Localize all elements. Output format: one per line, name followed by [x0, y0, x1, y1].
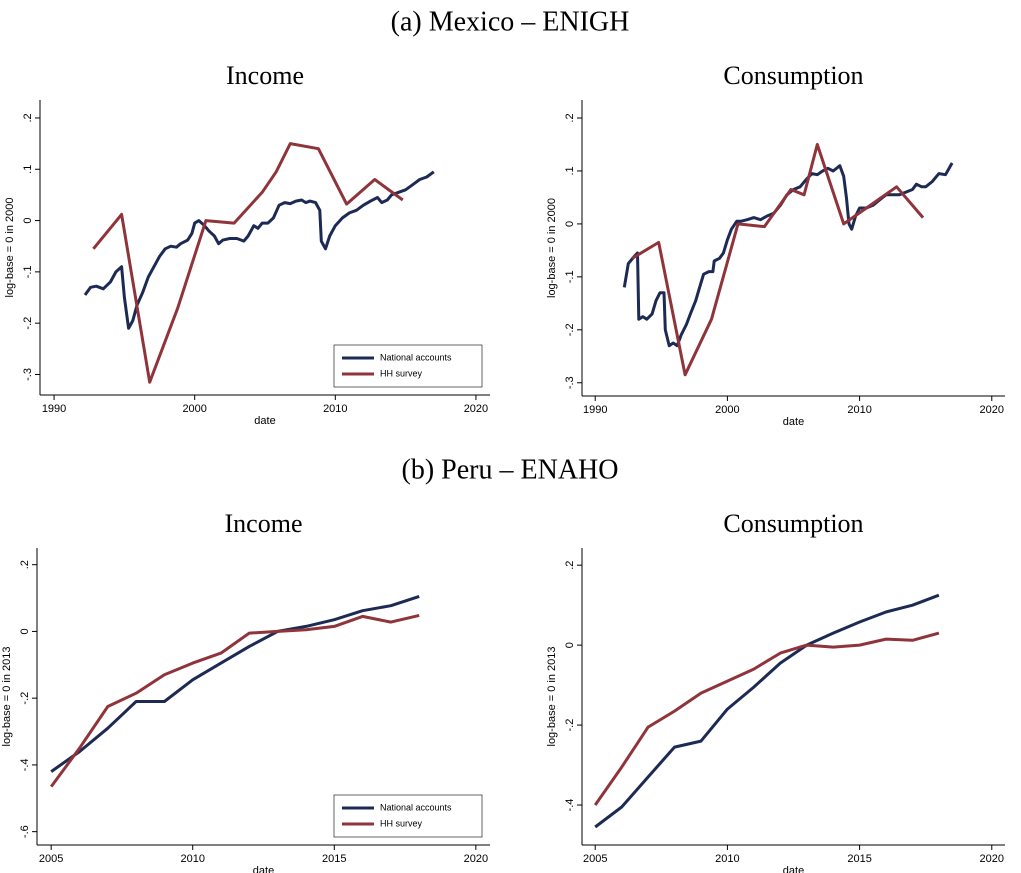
y-tick-label: .1 — [564, 166, 576, 175]
x-tick-label: 2010 — [847, 404, 871, 416]
x-tick-label: 2010 — [180, 853, 204, 865]
x-axis-label: date — [253, 865, 274, 873]
series-line — [594, 593, 940, 829]
y-tick-label: -.4 — [19, 758, 31, 771]
legend-label: National accounts — [380, 352, 452, 362]
x-tick-label: 2020 — [980, 404, 1004, 416]
y-tick-label: -.2 — [22, 317, 34, 330]
y-axis-label: log-base = 0 in 2013 — [546, 647, 558, 747]
y-axis-label: log-base = 0 in 2000 — [4, 198, 16, 298]
y-tick-label: .2 — [22, 113, 34, 122]
series-line — [49, 613, 420, 788]
x-axis-label: date — [254, 415, 275, 427]
x-tick-label: 2000 — [715, 404, 739, 416]
y-axis-label: log-base = 0 in 2013 — [1, 647, 13, 747]
x-tick-label: 2020 — [980, 853, 1004, 865]
y-tick-label: .1 — [22, 165, 34, 174]
y-tick-label: -.2 — [564, 323, 576, 336]
x-tick-label: 1990 — [583, 404, 607, 416]
legend-box — [333, 344, 483, 388]
legend-label: HH survey — [380, 368, 423, 378]
series-line — [50, 594, 420, 773]
y-tick-label: 0 — [19, 628, 31, 634]
y-tick-label: -.2 — [564, 719, 576, 732]
chart-title: Consumption — [723, 61, 863, 90]
x-tick-label: 2020 — [464, 853, 488, 865]
y-tick-label: -.1 — [22, 265, 34, 278]
y-tick-label: .2 — [19, 560, 31, 569]
y-tick-label: -.3 — [564, 376, 576, 389]
panel-title: (a) Mexico – ENIGH — [391, 6, 630, 37]
y-tick-label: -.4 — [564, 799, 576, 812]
x-tick-label: 2010 — [323, 403, 347, 415]
x-tick-label: 2005 — [39, 853, 63, 865]
y-tick-label: .2 — [564, 561, 576, 570]
x-tick-label: 1990 — [42, 403, 66, 415]
y-tick-label: 0 — [22, 218, 34, 224]
y-axis-label: log-base = 0 in 2000 — [546, 198, 558, 298]
x-tick-label: 2015 — [847, 853, 871, 865]
y-tick-label: -.2 — [19, 692, 31, 705]
series-line — [83, 170, 435, 330]
legend-label: National accounts — [380, 802, 452, 812]
y-tick-label: 0 — [564, 221, 576, 227]
series-line — [631, 143, 925, 377]
chart-title: Income — [226, 61, 304, 90]
x-tick-label: 2015 — [322, 853, 346, 865]
series-line — [92, 142, 404, 384]
x-tick-label: 2000 — [182, 403, 206, 415]
y-tick-label: -.1 — [564, 270, 576, 283]
legend-box — [333, 794, 483, 838]
panel-title: (b) Peru – ENAHO — [402, 454, 619, 485]
x-tick-label: 2010 — [715, 853, 739, 865]
x-tick-label: 2005 — [583, 853, 607, 865]
y-tick-label: -.3 — [22, 368, 34, 381]
legend-label: HH survey — [380, 818, 423, 828]
x-tick-label: 2020 — [464, 403, 488, 415]
chart-title: Consumption — [723, 509, 863, 538]
chart-title: Income — [225, 509, 303, 538]
series-line — [593, 631, 940, 806]
y-tick-label: .2 — [564, 113, 576, 122]
y-tick-label: -.6 — [19, 825, 31, 838]
x-axis-label: date — [783, 865, 804, 873]
x-axis-label: date — [783, 416, 804, 428]
legend: National accounts HH survey — [333, 794, 483, 838]
legend: National accounts HH survey — [333, 344, 483, 388]
y-tick-label: 0 — [564, 642, 576, 648]
